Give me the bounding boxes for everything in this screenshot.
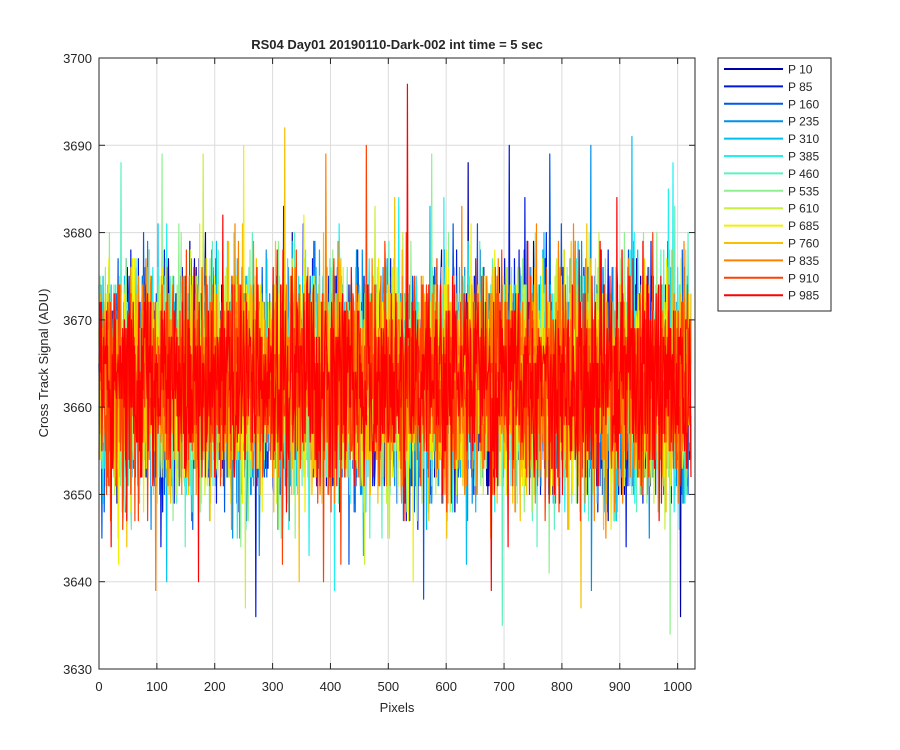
chart-title: RS04 Day01 20190110-Dark-002 int time = …	[251, 37, 543, 52]
legend-label: P 760	[788, 237, 819, 251]
legend-label: P 385	[788, 150, 819, 164]
legend-label: P 160	[788, 97, 819, 111]
y-axis-label: Cross Track Signal (ADU)	[36, 289, 51, 438]
legend-label: P 685	[788, 219, 819, 233]
y-tick-label: 3690	[63, 138, 92, 153]
axes-box	[98, 57, 696, 670]
x-tick-label: 900	[609, 679, 631, 694]
series-layer	[98, 83, 692, 635]
x-tick-label: 0	[95, 679, 102, 694]
legend-label: P 235	[788, 115, 819, 129]
legend-label: P 310	[788, 132, 819, 146]
x-tick-label: 400	[320, 679, 342, 694]
legend-label: P 85	[788, 80, 813, 94]
legend-label: P 835	[788, 254, 819, 268]
axes: 0 100 200 300 400 500 600 700 800 900 1000 3630 3640…	[63, 51, 696, 694]
y-tick-label: 3660	[63, 400, 92, 415]
legend: P 10 P 85 P 160 P 235 P 310 P 385 P 460 P 535 P …	[717, 57, 832, 312]
x-tick-label: 300	[262, 679, 284, 694]
legend-label: P 910	[788, 271, 819, 285]
x-tick-label: 800	[551, 679, 573, 694]
legend-box	[717, 57, 832, 312]
ticks: 0 100 200 300 400 500 600 700 800 900 1000 3630 3640…	[63, 51, 695, 694]
legend-label: P 535	[788, 184, 819, 198]
y-tick-label: 3650	[63, 487, 92, 502]
legend-label: P 10	[788, 63, 813, 77]
y-tick-label: 3700	[63, 51, 92, 66]
x-tick-label: 100	[146, 679, 168, 694]
y-tick-label: 3640	[63, 575, 92, 590]
legend-label: P 460	[788, 167, 819, 181]
x-axis-label: Pixels	[380, 700, 415, 715]
legend-label: P 610	[788, 202, 819, 216]
y-tick-label: 3680	[63, 226, 92, 241]
x-tick-label: 1000	[663, 679, 692, 694]
y-tick-label: 3630	[63, 662, 92, 677]
x-tick-label: 600	[435, 679, 457, 694]
legend-items: P 10 P 85 P 160 P 235 P 310 P 385 P 460 P 535 P …	[724, 63, 819, 303]
x-tick-label: 500	[377, 679, 399, 694]
x-tick-label: 200	[204, 679, 226, 694]
x-tick-label: 700	[493, 679, 515, 694]
y-tick-label: 3670	[63, 313, 92, 328]
legend-label: P 985	[788, 289, 819, 303]
series-line-p985	[98, 83, 692, 592]
